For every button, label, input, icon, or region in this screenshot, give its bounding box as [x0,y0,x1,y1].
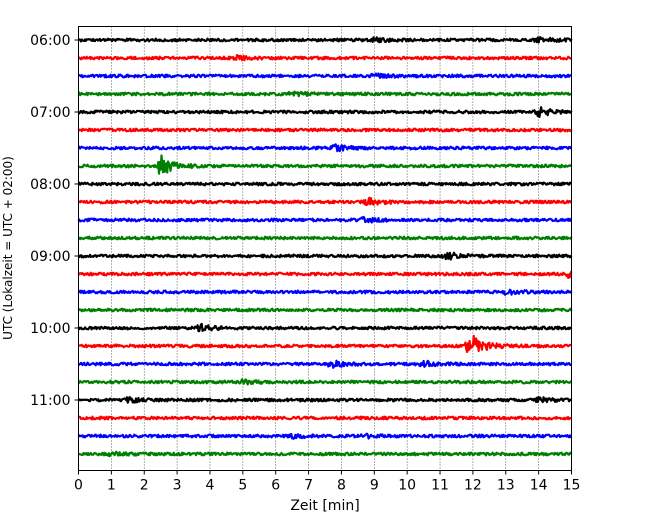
trace-1015 [78,334,572,354]
x-tick-label: 15 [563,478,581,494]
trace-0730 [77,143,573,153]
trace-0645 [78,90,573,98]
trace-1115 [77,415,572,421]
x-tick-labels: 0 1 2 3 4 5 6 7 8 9 10 11 12 13 14 15 [74,478,580,494]
trace-0615 [78,54,573,62]
x-tick-label: 2 [140,478,149,494]
x-tick-label: 5 [238,478,247,494]
axis-ticks [74,39,572,475]
trace-0745 [77,154,573,175]
x-tick-label: 1 [107,478,116,494]
y-tick-labels: 06:00 07:00 08:00 09:00 10:00 11:00 [30,33,70,409]
trace-0600 [78,35,573,44]
trace-0945 [77,307,573,313]
trace-0715 [77,127,573,133]
trace-1145 [77,450,573,458]
trace-0800 [77,181,572,187]
grid-lines [111,26,539,471]
x-tick-label: 10 [398,478,416,494]
x-tick-label: 8 [337,478,346,494]
trace-0830 [77,215,572,224]
trace-0630 [77,72,573,79]
trace-0930 [77,288,573,296]
trace-1045 [77,378,572,386]
x-tick-label: 14 [530,478,548,494]
x-tick-label: 12 [464,478,482,494]
y-tick-label: 06:00 [30,33,70,49]
trace-lines [77,35,573,458]
trace-0815 [78,196,572,207]
trace-0845 [78,235,573,241]
x-tick-label: 0 [74,478,83,494]
x-tick-label: 11 [431,478,449,494]
trace-0915 [77,270,573,280]
y-tick-label: 11:00 [30,393,70,409]
trace-1030 [77,359,573,369]
x-tick-label: 4 [206,478,215,494]
x-tick-label: 6 [271,478,280,494]
x-tick-label: 7 [304,478,313,494]
x-axis-title: Zeit [min] [290,498,359,514]
y-tick-label: 07:00 [30,105,70,121]
trace-1100 [77,396,573,404]
trace-0900 [77,251,573,261]
y-tick-label: 08:00 [30,177,70,193]
y-tick-label: 10:00 [30,321,70,337]
y-tick-label: 09:00 [30,249,70,265]
trace-1130 [77,432,573,440]
trace-0700 [77,106,573,119]
x-tick-label: 13 [497,478,515,494]
x-tick-label: 3 [173,478,182,494]
plot-frame [78,26,572,471]
y-axis-title: UTC (Lokalzeit = UTC + 02:00) [1,156,15,340]
x-tick-label: 9 [370,478,379,494]
trace-1000 [77,322,572,333]
